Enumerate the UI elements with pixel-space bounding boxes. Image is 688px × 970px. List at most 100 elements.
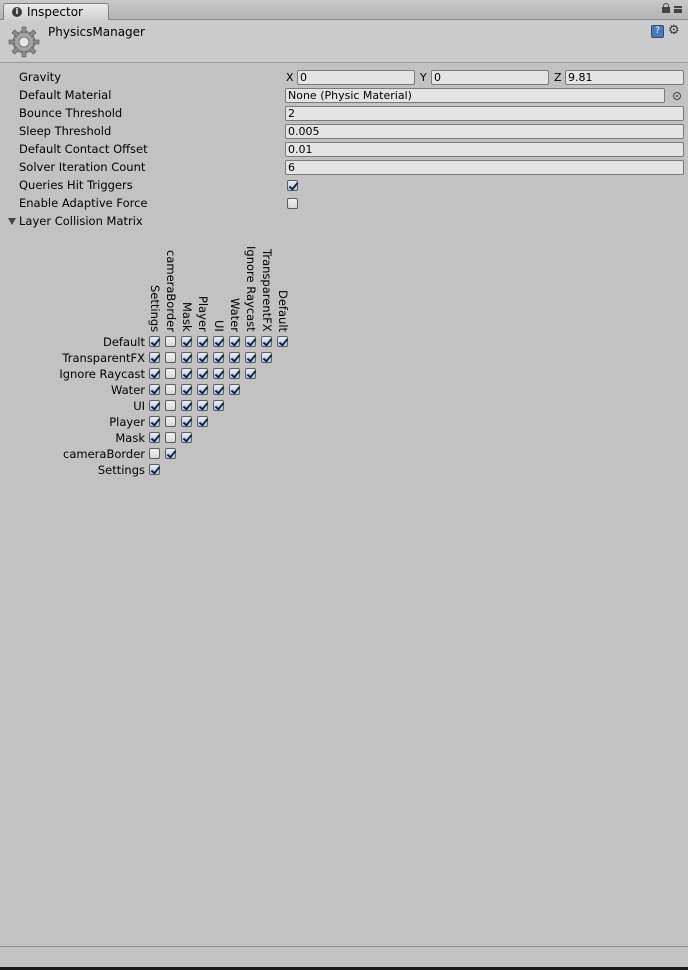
matrix-checkbox-ignore-raycast-cameraborder[interactable]: [165, 368, 176, 379]
default-material-field[interactable]: None (Physic Material): [285, 88, 665, 103]
matrix-column-cameraborder: cameraBorder: [164, 250, 178, 332]
gravity-x-label[interactable]: X: [286, 71, 294, 84]
matrix-row-transparentfx: TransparentFX: [62, 351, 145, 365]
matrix-row-ignore-raycast: Ignore Raycast: [59, 367, 145, 381]
gravity-z-field[interactable]: 9.81: [565, 70, 684, 85]
matrix-checkbox-ui-player[interactable]: [197, 400, 208, 411]
matrix-checkbox-transparentfx-mask[interactable]: [181, 352, 192, 363]
settings-gear-icon[interactable]: ⚙: [668, 23, 680, 38]
tab-inspector-label: Inspector: [27, 5, 83, 19]
gravity-label: Gravity: [19, 70, 62, 84]
bounce-threshold-field[interactable]: 2: [285, 106, 684, 121]
matrix-checkbox-default-mask[interactable]: [181, 336, 192, 347]
lock-icon[interactable]: [662, 3, 670, 13]
matrix-column-transparentfx: TransparentFX: [260, 249, 274, 332]
matrix-checkbox-default-cameraborder[interactable]: [165, 336, 176, 347]
matrix-checkbox-ignore-raycast-water[interactable]: [229, 368, 240, 379]
matrix-checkbox-ui-cameraborder[interactable]: [165, 400, 176, 411]
matrix-checkbox-default-default[interactable]: [277, 336, 288, 347]
matrix-checkbox-water-water[interactable]: [229, 384, 240, 395]
sleep-threshold-label: Sleep Threshold: [19, 124, 112, 138]
gravity-y-field[interactable]: 0: [431, 70, 549, 85]
matrix-row-mask: Mask: [115, 431, 145, 445]
tab-bar: i Inspector: [0, 0, 688, 21]
matrix-checkbox-water-player[interactable]: [197, 384, 208, 395]
component-header: PhysicsManager ? ⚙: [0, 20, 688, 63]
matrix-checkbox-transparentfx-ignore-raycast[interactable]: [245, 352, 256, 363]
default-material-label: Default Material: [19, 88, 112, 102]
matrix-column-player: Player: [196, 296, 210, 332]
default-contact-offset-field[interactable]: 0.01: [285, 142, 684, 157]
matrix-checkbox-water-cameraborder[interactable]: [165, 384, 176, 395]
matrix-checkbox-water-ui[interactable]: [213, 384, 224, 395]
bottom-border: [0, 967, 688, 970]
matrix-checkbox-player-cameraborder[interactable]: [165, 416, 176, 427]
matrix-checkbox-transparentfx-transparentfx[interactable]: [261, 352, 272, 363]
matrix-row-ui: UI: [133, 399, 145, 413]
enable-adaptive-force-label: Enable Adaptive Force: [19, 196, 148, 210]
matrix-checkbox-ignore-raycast-player[interactable]: [197, 368, 208, 379]
matrix-checkbox-default-settings[interactable]: [149, 336, 160, 347]
matrix-checkbox-water-mask[interactable]: [181, 384, 192, 395]
matrix-column-mask: Mask: [180, 302, 194, 332]
matrix-checkbox-cameraborder-settings[interactable]: [149, 448, 160, 459]
gravity-z-label[interactable]: Z: [554, 71, 562, 84]
help-book-icon[interactable]: ?: [651, 25, 664, 38]
matrix-row-player: Player: [109, 415, 145, 429]
matrix-checkbox-default-ignore-raycast[interactable]: [245, 336, 256, 347]
solver-iteration-count-label: Solver Iteration Count: [19, 160, 146, 174]
enable-adaptive-force-checkbox[interactable]: [287, 198, 298, 209]
layer-collision-matrix-label[interactable]: Layer Collision Matrix: [19, 214, 143, 228]
matrix-checkbox-player-mask[interactable]: [181, 416, 192, 427]
matrix-checkbox-settings-settings[interactable]: [149, 464, 160, 475]
foldout-arrow-icon[interactable]: [8, 218, 16, 225]
matrix-checkbox-mask-settings[interactable]: [149, 432, 160, 443]
matrix-checkbox-default-transparentfx[interactable]: [261, 336, 272, 347]
bounce-threshold-label: Bounce Threshold: [19, 106, 123, 120]
matrix-row-settings: Settings: [97, 463, 145, 477]
matrix-checkbox-ignore-raycast-ignore-raycast[interactable]: [245, 368, 256, 379]
queries-hit-triggers-label: Queries Hit Triggers: [19, 178, 133, 192]
matrix-checkbox-default-player[interactable]: [197, 336, 208, 347]
matrix-column-default: Default: [276, 290, 290, 333]
matrix-checkbox-ui-settings[interactable]: [149, 400, 160, 411]
gravity-y-label[interactable]: Y: [420, 71, 427, 84]
matrix-checkbox-ignore-raycast-mask[interactable]: [181, 368, 192, 379]
matrix-checkbox-ui-mask[interactable]: [181, 400, 192, 411]
matrix-checkbox-transparentfx-ui[interactable]: [213, 352, 224, 363]
matrix-checkbox-ignore-raycast-settings[interactable]: [149, 368, 160, 379]
matrix-checkbox-cameraborder-cameraborder[interactable]: [165, 448, 176, 459]
matrix-checkbox-mask-mask[interactable]: [181, 432, 192, 443]
matrix-checkbox-mask-cameraborder[interactable]: [165, 432, 176, 443]
matrix-checkbox-water-settings[interactable]: [149, 384, 160, 395]
inspector-footer: [0, 946, 688, 967]
solver-iteration-count-field[interactable]: 6: [285, 160, 684, 175]
matrix-checkbox-transparentfx-settings[interactable]: [149, 352, 160, 363]
inspector-panel: PhysicsManager ? ⚙ Gravity X 0 Y 0 Z 9.8…: [0, 20, 688, 946]
gear-icon: [8, 26, 40, 58]
matrix-checkbox-default-water[interactable]: [229, 336, 240, 347]
tab-inspector[interactable]: i Inspector: [3, 3, 109, 21]
matrix-checkbox-transparentfx-player[interactable]: [197, 352, 208, 363]
matrix-checkbox-ui-ui[interactable]: [213, 400, 224, 411]
sleep-threshold-field[interactable]: 0.005: [285, 124, 684, 139]
matrix-checkbox-player-settings[interactable]: [149, 416, 160, 427]
matrix-row-cameraborder: cameraBorder: [63, 447, 145, 461]
matrix-checkbox-transparentfx-cameraborder[interactable]: [165, 352, 176, 363]
matrix-checkbox-default-ui[interactable]: [213, 336, 224, 347]
window-controls: [662, 3, 682, 15]
matrix-row-default: Default: [102, 335, 145, 349]
matrix-column-settings: Settings: [148, 285, 162, 333]
component-title: PhysicsManager: [48, 25, 145, 39]
menu-icon[interactable]: [674, 6, 682, 13]
default-contact-offset-label: Default Contact Offset: [19, 142, 148, 156]
matrix-checkbox-transparentfx-water[interactable]: [229, 352, 240, 363]
gravity-x-field[interactable]: 0: [297, 70, 415, 85]
queries-hit-triggers-checkbox[interactable]: [287, 180, 298, 191]
matrix-checkbox-player-player[interactable]: [197, 416, 208, 427]
matrix-checkbox-ignore-raycast-ui[interactable]: [213, 368, 224, 379]
matrix-column-water: Water: [228, 298, 242, 332]
object-picker-icon[interactable]: [673, 92, 681, 100]
matrix-column-ui: UI: [212, 320, 226, 332]
matrix-row-water: Water: [111, 383, 145, 397]
